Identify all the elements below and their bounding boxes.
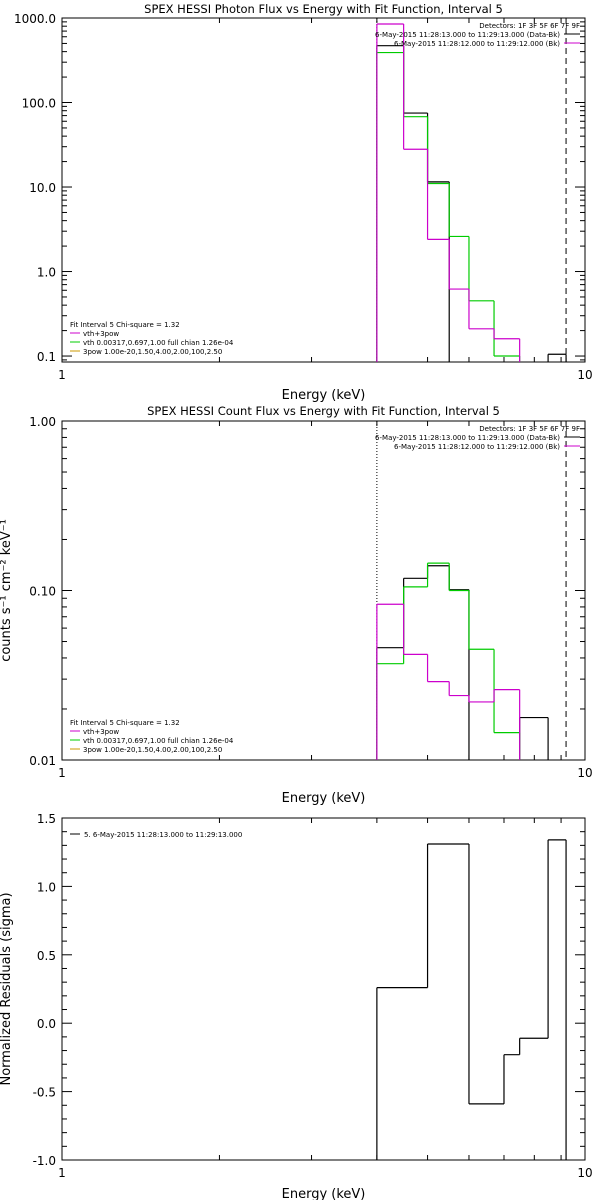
x-axis-label: Energy (keV) — [282, 1187, 366, 1200]
chart-title: SPEX HESSI Photon Flux vs Energy with Fi… — [144, 2, 503, 16]
y-tick-label: 1000.0 — [14, 12, 56, 26]
plot-frame — [61, 817, 586, 1161]
y-tick-label: -1.0 — [33, 1154, 56, 1168]
y-tick-label: 0.1 — [37, 350, 56, 364]
series-6-may-2015-11-28-13-000-to-11-29-13-000-data-bk- — [376, 565, 549, 760]
y-tick-label: 0.5 — [37, 949, 56, 963]
x-tick-label: 10 — [577, 1166, 592, 1180]
legend-entry: vth+3pow — [83, 330, 119, 338]
legend-entry: 6-May-2015 11:28:13.000 to 11:29:13.000 … — [375, 31, 560, 39]
series-group — [376, 421, 567, 760]
legend-entry: 5. 6-May-2015 11:28:13.000 to 11:29:13.0… — [84, 831, 242, 839]
y-axis-label: Normalized Residuals (sigma) — [0, 892, 14, 1085]
y-axis-label: counts s⁻¹ cm⁻² keV⁻¹ — [0, 519, 14, 662]
y-tick-label: 1.5 — [37, 812, 56, 826]
plot-frame — [61, 17, 586, 363]
x-tick-label: 10 — [577, 368, 592, 382]
series-group — [376, 839, 567, 1160]
plot-frame — [61, 420, 586, 761]
y-tick-label: 1.0 — [37, 266, 56, 280]
legend-title: Fit Interval 5 Chi-square = 1.32 — [70, 321, 180, 329]
y-tick-label: -0.5 — [33, 1086, 56, 1100]
legend-entry: 3pow 1.00e-20,1.50,4.00,2.00,100,2.50 — [83, 746, 222, 754]
legend-title: Fit Interval 5 Chi-square = 1.32 — [70, 719, 180, 727]
legend-entry: 6-May-2015 11:28:12.000 to 11:29:12.000 … — [394, 40, 560, 48]
chart-title: SPEX HESSI Count Flux vs Energy with Fit… — [147, 404, 500, 418]
y-tick-label: 0.0 — [37, 1017, 56, 1031]
y-tick-label: 0.10 — [29, 585, 56, 599]
legend-title: Detectors: 1F 3F 5F 6F 7F 9F — [479, 425, 580, 433]
y-tick-label: 10.0 — [29, 181, 56, 195]
x-tick-label: 1 — [58, 766, 66, 780]
x-tick-label: 10 — [577, 766, 592, 780]
x-axis-label: Energy (keV) — [282, 388, 366, 403]
panel-2: SPEX HESSI Count Flux vs Energy with Fit… — [0, 404, 593, 806]
y-tick-label: 0.01 — [29, 754, 56, 768]
series-group — [376, 18, 567, 362]
series-5-6-may-2015-11-28-13-000-to-11-29-13-000 — [376, 839, 567, 1160]
legend-entry: 6-May-2015 11:28:13.000 to 11:29:13.000 … — [375, 434, 560, 442]
legend-entry: vth 0.00317,0.697,1.00 full chian 1.26e-… — [83, 339, 234, 347]
series-6-may-2015-11-28-12-000-to-11-29-12-000-bk- — [376, 603, 521, 760]
x-tick-label: 1 — [58, 368, 66, 382]
legend-entry: vth 0.00317,0.697,1.00 full chian 1.26e-… — [83, 737, 234, 745]
series-vth-3pow — [376, 562, 521, 760]
series-vth-3pow — [376, 45, 567, 362]
legend-title: Detectors: 1F 3F 5F 6F 7F 9F — [479, 22, 580, 30]
x-tick-label: 1 — [58, 1166, 66, 1180]
series-6-may-2015-11-28-12-000-to-11-29-12-000-bk- — [376, 23, 521, 362]
legend-entry: vth+3pow — [83, 728, 119, 736]
panel-1: SPEX HESSI Photon Flux vs Energy with Fi… — [14, 2, 593, 403]
legend-entry: 6-May-2015 11:28:12.000 to 11:29:12.000 … — [394, 443, 560, 451]
y-tick-label: 100.0 — [22, 97, 56, 111]
panel-3: Energy (keV) Normalized Residuals (sigma)… — [0, 812, 593, 1200]
series-vth-0-00317-0-697-1-00 — [376, 51, 521, 362]
legend-entry: 3pow 1.00e-20,1.50,4.00,2.00,100,2.50 — [83, 348, 222, 356]
y-tick-label: 1.00 — [29, 415, 56, 429]
x-axis-label: Energy (keV) — [282, 791, 366, 806]
y-tick-label: 1.0 — [37, 880, 56, 894]
